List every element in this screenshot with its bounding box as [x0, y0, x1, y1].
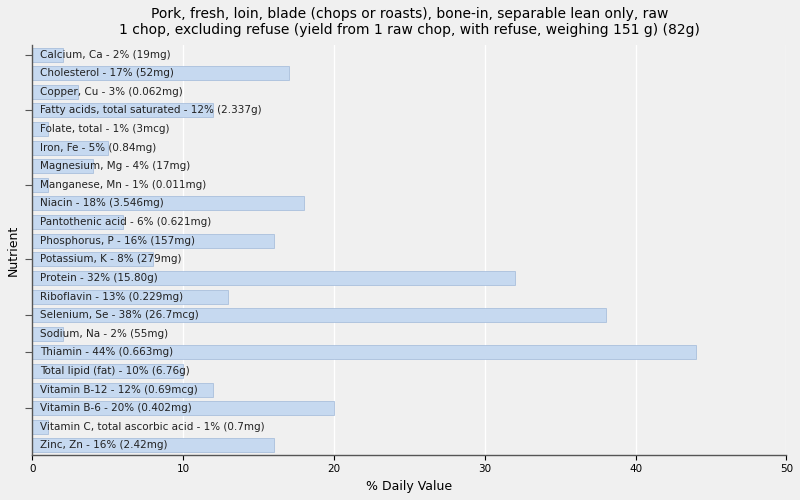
Bar	[33, 48, 62, 62]
Bar	[33, 252, 153, 266]
Bar	[33, 327, 62, 341]
Text: Phosphorus, P - 16% (157mg): Phosphorus, P - 16% (157mg)	[40, 236, 195, 246]
Bar	[33, 308, 606, 322]
Text: Niacin - 18% (3.546mg): Niacin - 18% (3.546mg)	[40, 198, 164, 208]
Title: Pork, fresh, loin, blade (chops or roasts), bone-in, separable lean only, raw
1 : Pork, fresh, loin, blade (chops or roast…	[119, 7, 700, 37]
Text: Pantothenic acid - 6% (0.621mg): Pantothenic acid - 6% (0.621mg)	[40, 217, 211, 227]
Text: Calcium, Ca - 2% (19mg): Calcium, Ca - 2% (19mg)	[40, 50, 170, 59]
Text: Riboflavin - 13% (0.229mg): Riboflavin - 13% (0.229mg)	[40, 292, 183, 302]
Bar	[33, 160, 93, 173]
Text: Total lipid (fat) - 10% (6.76g): Total lipid (fat) - 10% (6.76g)	[40, 366, 190, 376]
Bar	[33, 215, 123, 229]
Text: Manganese, Mn - 1% (0.011mg): Manganese, Mn - 1% (0.011mg)	[40, 180, 206, 190]
Bar	[33, 122, 47, 136]
Text: Selenium, Se - 38% (26.7mcg): Selenium, Se - 38% (26.7mcg)	[40, 310, 198, 320]
Bar	[33, 104, 214, 118]
Text: Iron, Fe - 5% (0.84mg): Iron, Fe - 5% (0.84mg)	[40, 142, 156, 152]
Bar	[33, 364, 183, 378]
Bar	[33, 438, 274, 452]
Text: Copper, Cu - 3% (0.062mg): Copper, Cu - 3% (0.062mg)	[40, 87, 182, 97]
Text: Folate, total - 1% (3mcg): Folate, total - 1% (3mcg)	[40, 124, 170, 134]
Bar	[33, 290, 229, 304]
Bar	[33, 85, 78, 99]
Text: Thiamin - 44% (0.663mg): Thiamin - 44% (0.663mg)	[40, 348, 173, 358]
Bar	[33, 420, 47, 434]
Text: Sodium, Na - 2% (55mg): Sodium, Na - 2% (55mg)	[40, 329, 168, 339]
Bar	[33, 234, 274, 247]
Bar	[33, 178, 47, 192]
Bar	[33, 346, 696, 360]
Bar	[33, 402, 334, 415]
Text: Vitamin B-12 - 12% (0.69mcg): Vitamin B-12 - 12% (0.69mcg)	[40, 384, 198, 394]
Text: Magnesium, Mg - 4% (17mg): Magnesium, Mg - 4% (17mg)	[40, 162, 190, 172]
Bar	[33, 196, 304, 210]
Text: Vitamin C, total ascorbic acid - 1% (0.7mg): Vitamin C, total ascorbic acid - 1% (0.7…	[40, 422, 265, 432]
Text: Cholesterol - 17% (52mg): Cholesterol - 17% (52mg)	[40, 68, 174, 78]
Bar	[33, 382, 214, 396]
Text: Protein - 32% (15.80g): Protein - 32% (15.80g)	[40, 273, 158, 283]
Text: Fatty acids, total saturated - 12% (2.337g): Fatty acids, total saturated - 12% (2.33…	[40, 106, 262, 116]
X-axis label: % Daily Value: % Daily Value	[366, 480, 453, 493]
Bar	[33, 140, 108, 154]
Text: Vitamin B-6 - 20% (0.402mg): Vitamin B-6 - 20% (0.402mg)	[40, 403, 192, 413]
Text: Zinc, Zn - 16% (2.42mg): Zinc, Zn - 16% (2.42mg)	[40, 440, 167, 450]
Y-axis label: Nutrient: Nutrient	[7, 224, 20, 276]
Bar	[33, 271, 515, 285]
Text: Potassium, K - 8% (279mg): Potassium, K - 8% (279mg)	[40, 254, 182, 264]
Bar	[33, 66, 289, 80]
